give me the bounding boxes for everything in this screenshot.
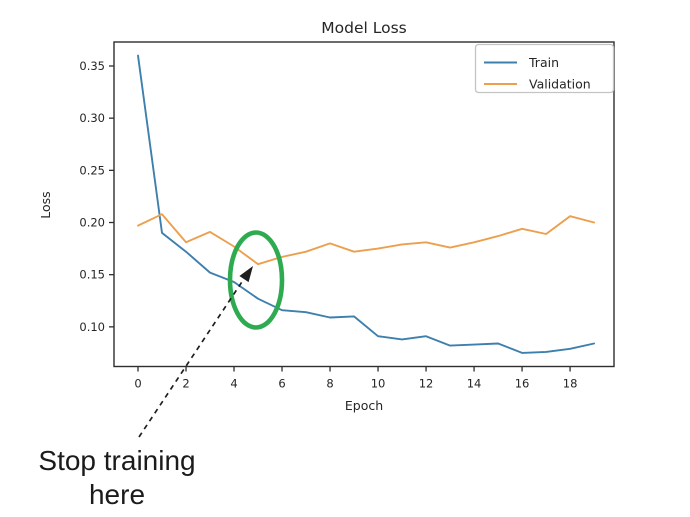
svg-text:16: 16 — [515, 377, 530, 391]
y-axis-ticks: 0.10 0.15 0.20 0.25 0.30 0.35 — [79, 59, 114, 334]
svg-text:0.30: 0.30 — [79, 111, 105, 125]
svg-text:12: 12 — [419, 377, 434, 391]
svg-text:2: 2 — [182, 377, 189, 391]
annotation-arrow-line — [138, 279, 245, 438]
x-axis-label: Epoch — [345, 398, 383, 413]
svg-text:0: 0 — [134, 377, 141, 391]
svg-text:0.35: 0.35 — [79, 59, 105, 73]
highlight-ellipse — [227, 230, 285, 330]
svg-text:14: 14 — [467, 377, 482, 391]
svg-text:0.25: 0.25 — [79, 163, 105, 177]
legend-box — [474, 43, 615, 94]
legend: Train Validation — [474, 43, 615, 94]
svg-text:18: 18 — [563, 377, 578, 391]
annotation-line1: Stop training — [38, 445, 195, 476]
legend-train-label: Train — [528, 55, 559, 70]
plot-area — [113, 41, 615, 368]
svg-text:4: 4 — [230, 377, 237, 391]
x-axis-ticks: 0 2 4 6 8 10 12 14 16 18 — [134, 366, 578, 391]
svg-text:0.10: 0.10 — [79, 320, 105, 334]
svg-text:0.15: 0.15 — [79, 268, 105, 282]
annotation-line2: here — [89, 479, 145, 510]
svg-text:10: 10 — [371, 377, 386, 391]
annotation-arrowhead-icon — [239, 266, 253, 283]
series-line-train — [137, 54, 596, 354]
series-line-validation — [137, 213, 596, 266]
svg-text:0.20: 0.20 — [79, 216, 105, 230]
series-lines — [137, 54, 596, 354]
chart-title: Model Loss — [321, 19, 406, 37]
svg-text:8: 8 — [326, 377, 333, 391]
legend-validation-label: Validation — [529, 77, 591, 92]
svg-text:6: 6 — [278, 377, 285, 391]
y-axis-label: Loss — [38, 191, 53, 218]
